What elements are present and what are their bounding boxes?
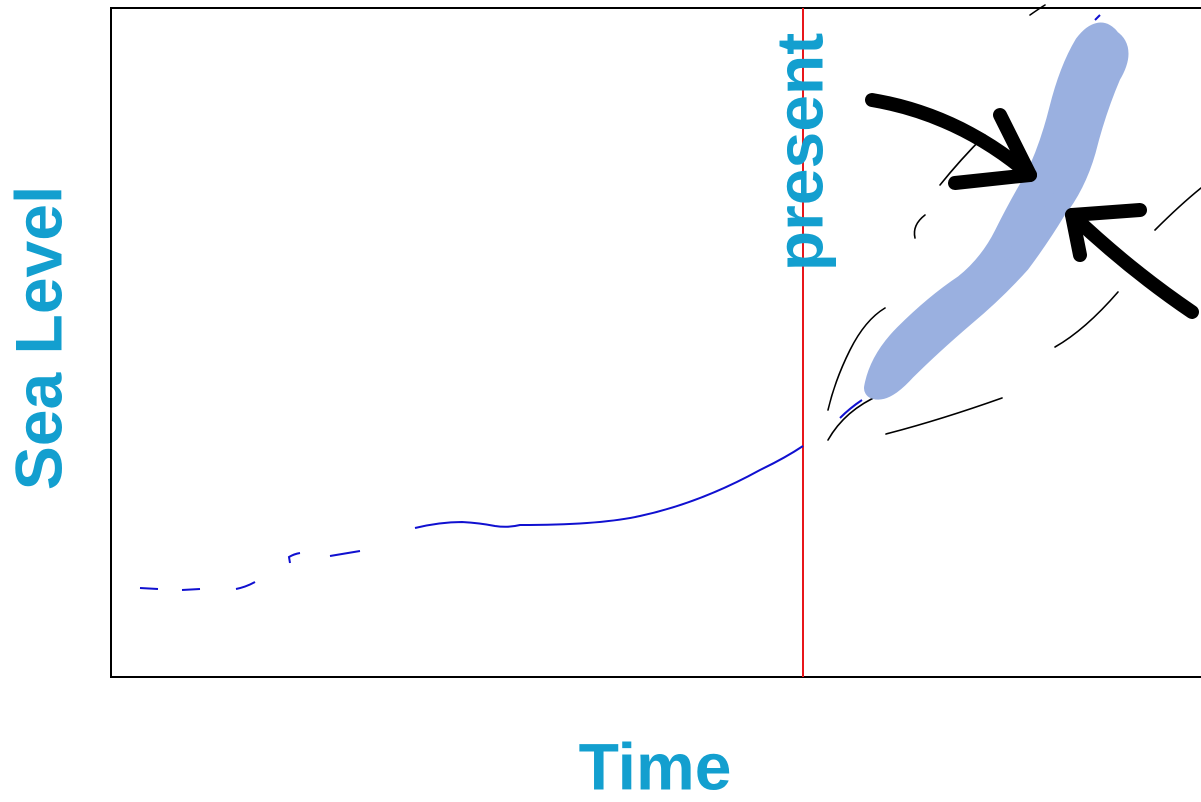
arrow-shaft <box>1072 215 1192 312</box>
diagram: present Sea Level Time <box>0 0 1201 802</box>
y-axis-label: Sea Level <box>1 186 75 491</box>
spread-line <box>1055 292 1118 347</box>
page: {"x_axis_label": "Time", "y_axis_label":… <box>0 0 1201 802</box>
historic-curve <box>140 446 803 590</box>
spread-line <box>886 398 1002 434</box>
annotation: present <box>762 33 836 271</box>
x-axis-label: Time <box>579 729 732 802</box>
spread-line <box>914 215 925 238</box>
spread-line <box>828 395 880 440</box>
spread-line <box>1155 188 1201 230</box>
plot-frame <box>111 8 1201 677</box>
spread-line <box>1030 5 1045 15</box>
